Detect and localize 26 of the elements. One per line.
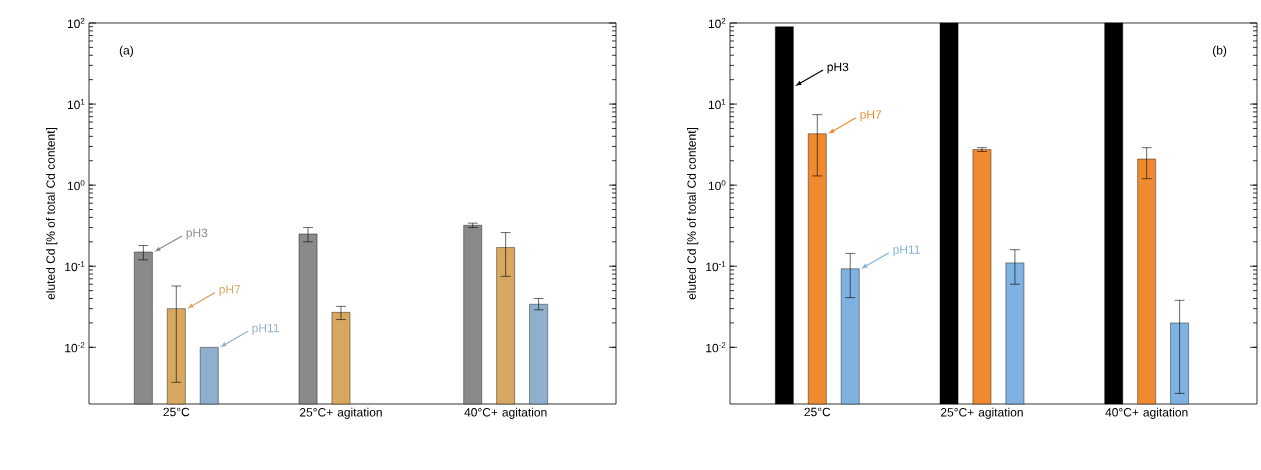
y-axis-title: eluted Cd [% of total Cd content] — [687, 127, 699, 300]
y-tick-label: 10$^{1}$ — [708, 99, 726, 110]
x-tick-label: 25°C+ agitation — [940, 407, 1023, 419]
annotation: (a) — [119, 45, 134, 57]
y-tick-label: 10$^{-1}$ — [65, 261, 85, 272]
x-tick-label: 25°C+ agitation — [299, 407, 382, 419]
text: pH3 — [186, 228, 208, 240]
x-tick-label: 40°C+ agitation — [464, 407, 547, 419]
text: pH7 — [219, 285, 241, 296]
y-tick-label: 10$^{2}$ — [708, 17, 726, 29]
text: pH3 — [827, 62, 849, 74]
text: pH7 — [860, 110, 882, 122]
y-tick-label: 10$^{0}$ — [67, 180, 85, 191]
x-tick-label: 25°C — [804, 407, 831, 417]
y-tick-label: 10$^{2}$ — [67, 17, 85, 29]
y-tick-label: 10$^{1}$ — [67, 99, 85, 110]
y-tick-label: 10$^{-1}$ — [706, 261, 726, 272]
text: pH11 — [252, 323, 279, 335]
annotation: (b) — [1212, 45, 1227, 57]
y-tick-label: 10$^{-2}$ — [706, 342, 726, 353]
x-tick-label: 40°C+ agitation — [1105, 407, 1188, 419]
x-tick-label: 25°C — [163, 407, 190, 417]
y-axis-title: eluted Cd [% of total Cd content] — [46, 127, 58, 300]
y-tick-label: 10$^{-2}$ — [65, 342, 85, 353]
text: pH11 — [893, 245, 920, 257]
y-tick-label: 10$^{0}$ — [708, 180, 726, 191]
